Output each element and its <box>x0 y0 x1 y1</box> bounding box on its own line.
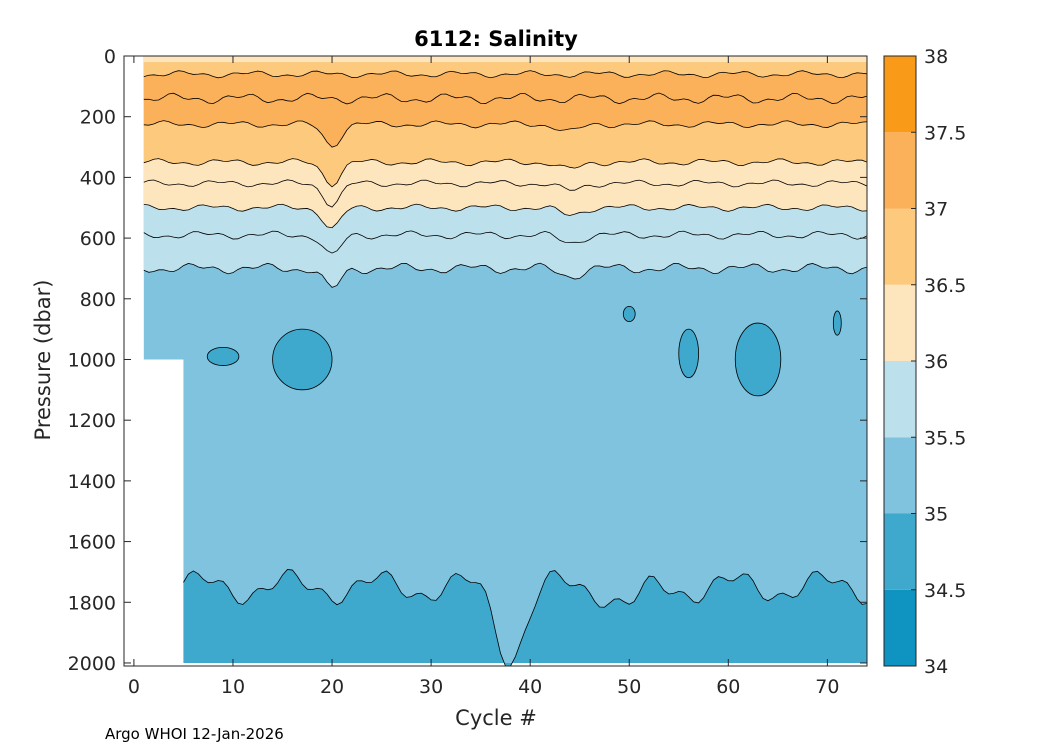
colorbar-segment <box>884 56 916 133</box>
colorbar-tick-label: 34.5 <box>924 580 966 602</box>
salinity-layers <box>143 56 867 666</box>
salinity-patch <box>678 328 699 379</box>
salinity-contours <box>143 70 867 666</box>
contour-line <box>143 92 867 105</box>
contour-line <box>143 120 867 148</box>
colorbar-segment <box>884 208 916 285</box>
colorbar-tick-label: 36 <box>924 351 948 373</box>
y-tick-label: 2000 <box>68 653 116 675</box>
salinity-patch <box>206 346 240 366</box>
y-tick-label: 200 <box>80 107 116 129</box>
x-axis: 0 10 20 30 40 50 60 70 <box>128 56 839 698</box>
x-axis-title: Cycle # <box>455 706 537 730</box>
y-axis-title: Pressure (dbar) <box>31 280 55 441</box>
y-tick-label: 800 <box>80 289 116 311</box>
y-tick-label: 600 <box>80 228 116 250</box>
y-tick-label: 400 <box>80 167 116 189</box>
colorbar-tick-label: 35.5 <box>924 427 966 449</box>
footer-credit: Argo WHOI 12-Jan-2026 <box>105 725 284 743</box>
y-tick-label: 1800 <box>68 592 116 614</box>
salinity-patch <box>272 328 333 391</box>
contour-line <box>143 203 867 229</box>
contour-line <box>143 179 867 208</box>
x-tick-label: 40 <box>518 676 542 698</box>
colorbar-segment <box>884 589 916 666</box>
colorbar-segment <box>884 513 916 590</box>
x-tick-label: 10 <box>221 676 245 698</box>
contour-line <box>143 158 867 188</box>
layer-surface <box>143 56 867 63</box>
y-tick-label: 1200 <box>68 410 116 432</box>
x-tick-label: 20 <box>320 676 344 698</box>
salinity-patch <box>622 305 636 322</box>
colorbar: 34 34.5 35 35.5 36 36.5 37 37.5 38 <box>883 46 966 678</box>
contour-line <box>143 230 867 254</box>
salinity-patch <box>734 322 782 397</box>
contour-line <box>183 569 867 666</box>
colorbar-tick-label: 35 <box>924 504 948 526</box>
x-tick-label: 60 <box>716 676 740 698</box>
x-tick-label: 0 <box>128 676 140 698</box>
colorbar-tick-label: 37.5 <box>924 122 966 144</box>
colorbar-segment <box>884 284 916 361</box>
x-tick-label: 70 <box>815 676 839 698</box>
colorbar-tick-label: 34 <box>924 656 948 678</box>
layer-bottom <box>183 569 867 666</box>
colorbar-segment <box>884 132 916 209</box>
contour-line <box>143 262 867 288</box>
y-tick-label: 1000 <box>68 349 116 371</box>
colorbar-tick-label: 37 <box>924 199 948 221</box>
y-tick-label: 0 <box>104 46 116 68</box>
salinity-patches <box>206 305 842 397</box>
y-axis: 0 200 400 600 800 1000 1200 1400 1600 1800 2000 <box>68 46 867 675</box>
chart-title: 6112: Salinity <box>414 27 578 51</box>
salinity-patch <box>832 310 842 336</box>
plot-frame <box>123 55 868 667</box>
y-tick-label: 1400 <box>68 471 116 493</box>
y-tick-label: 1600 <box>68 532 116 554</box>
x-tick-label: 30 <box>419 676 443 698</box>
x-tick-label: 50 <box>617 676 641 698</box>
colorbar-segment <box>884 437 916 514</box>
colorbar-tick-label: 36.5 <box>924 275 966 297</box>
colorbar-segment <box>884 361 916 438</box>
contour-line <box>143 70 867 79</box>
colorbar-tick-label: 38 <box>924 46 948 68</box>
